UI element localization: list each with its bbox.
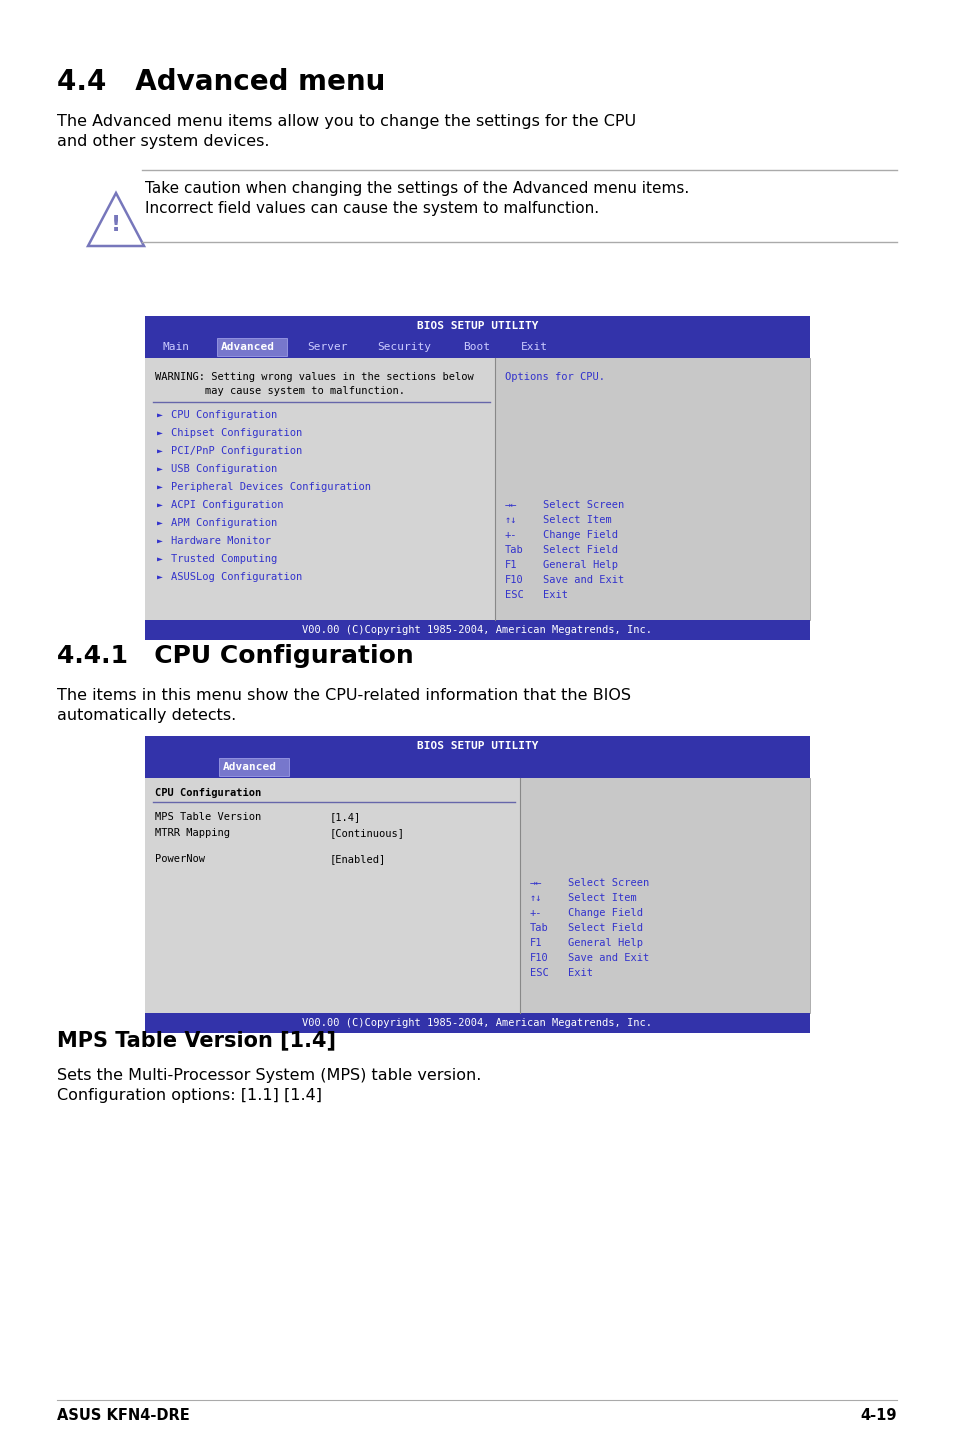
- Text: Configuration options: [1.1] [1.4]: Configuration options: [1.1] [1.4]: [57, 1089, 322, 1103]
- Text: Exit: Exit: [520, 342, 547, 352]
- Bar: [145, 358, 809, 620]
- Text: ↑↓: ↑↓: [504, 515, 517, 525]
- Text: [Enabled]: [Enabled]: [330, 854, 386, 864]
- Text: Chipset Configuration: Chipset Configuration: [171, 429, 302, 439]
- Text: ESC: ESC: [504, 590, 523, 600]
- Bar: [145, 316, 809, 336]
- Text: →←: →←: [530, 879, 542, 889]
- Text: Select Item: Select Item: [542, 515, 611, 525]
- Text: General Help: General Help: [542, 559, 618, 569]
- Text: 4.4   Advanced menu: 4.4 Advanced menu: [57, 68, 385, 96]
- Text: Select Field: Select Field: [542, 545, 618, 555]
- Text: Options for CPU.: Options for CPU.: [504, 372, 604, 383]
- Bar: [145, 778, 519, 1012]
- Text: PowerNow: PowerNow: [154, 854, 205, 864]
- Text: Boot: Boot: [462, 342, 490, 352]
- Text: Sets the Multi-Processor System (MPS) table version.: Sets the Multi-Processor System (MPS) ta…: [57, 1068, 481, 1083]
- Text: ►: ►: [157, 482, 163, 492]
- Text: ►: ►: [157, 572, 163, 582]
- Text: ►: ►: [157, 554, 163, 564]
- Text: WARNING: Setting wrong values in the sections below: WARNING: Setting wrong values in the sec…: [154, 372, 474, 383]
- Text: ACPI Configuration: ACPI Configuration: [171, 500, 283, 510]
- Bar: [145, 336, 809, 358]
- Bar: [145, 1012, 809, 1032]
- Text: !: !: [111, 216, 121, 236]
- Bar: [145, 620, 809, 640]
- Bar: [519, 778, 809, 1012]
- Text: CPU Configuration: CPU Configuration: [171, 410, 277, 420]
- Bar: [216, 338, 287, 357]
- Text: Select Screen: Select Screen: [567, 879, 649, 889]
- Text: Select Item: Select Item: [567, 893, 636, 903]
- Text: Exit: Exit: [542, 590, 567, 600]
- Text: Change Field: Change Field: [567, 907, 642, 917]
- Text: F10: F10: [530, 953, 548, 963]
- Text: General Help: General Help: [567, 938, 642, 948]
- Text: F1: F1: [504, 559, 517, 569]
- Text: Advanced: Advanced: [221, 342, 274, 352]
- Text: ►: ►: [157, 500, 163, 510]
- Text: Select Field: Select Field: [567, 923, 642, 933]
- Text: Server: Server: [307, 342, 347, 352]
- Text: +-: +-: [504, 531, 517, 541]
- Text: Take caution when changing the settings of the Advanced menu items.
Incorrect fi: Take caution when changing the settings …: [145, 181, 688, 216]
- Text: 4.4.1   CPU Configuration: 4.4.1 CPU Configuration: [57, 644, 414, 669]
- Text: Hardware Monitor: Hardware Monitor: [171, 536, 271, 546]
- Bar: [495, 358, 809, 620]
- Bar: [219, 758, 289, 777]
- Text: ASUS KFN4-DRE: ASUS KFN4-DRE: [57, 1408, 190, 1424]
- Text: V00.00 (C)Copyright 1985-2004, American Megatrends, Inc.: V00.00 (C)Copyright 1985-2004, American …: [302, 1018, 652, 1028]
- Text: F10: F10: [504, 575, 523, 585]
- Text: may cause system to malfunction.: may cause system to malfunction.: [154, 385, 405, 395]
- Text: Save and Exit: Save and Exit: [567, 953, 649, 963]
- Text: MPS Table Version: MPS Table Version: [154, 812, 261, 823]
- Text: APM Configuration: APM Configuration: [171, 518, 277, 528]
- Text: Select Screen: Select Screen: [542, 500, 623, 510]
- Text: ESC: ESC: [530, 968, 548, 978]
- Bar: [145, 358, 495, 620]
- Text: Trusted Computing: Trusted Computing: [171, 554, 277, 564]
- Text: Main: Main: [163, 342, 190, 352]
- Text: Tab: Tab: [530, 923, 548, 933]
- Text: Exit: Exit: [567, 968, 593, 978]
- Text: Tab: Tab: [504, 545, 523, 555]
- Bar: [145, 756, 809, 778]
- Text: MPS Table Version [1.4]: MPS Table Version [1.4]: [57, 1030, 335, 1050]
- Text: Save and Exit: Save and Exit: [542, 575, 623, 585]
- Bar: [145, 736, 809, 756]
- Text: [Continuous]: [Continuous]: [330, 828, 405, 838]
- Text: BIOS SETUP UTILITY: BIOS SETUP UTILITY: [416, 741, 537, 751]
- Text: ►: ►: [157, 410, 163, 420]
- Text: USB Configuration: USB Configuration: [171, 464, 277, 475]
- Text: Advanced: Advanced: [223, 762, 276, 772]
- Text: MTRR Mapping: MTRR Mapping: [154, 828, 230, 838]
- Text: ↑↓: ↑↓: [530, 893, 542, 903]
- Text: ►: ►: [157, 536, 163, 546]
- Text: ►: ►: [157, 446, 163, 456]
- Text: ►: ►: [157, 464, 163, 475]
- Text: The Advanced menu items allow you to change the settings for the CPU
and other s: The Advanced menu items allow you to cha…: [57, 114, 636, 148]
- Text: ASUSLog Configuration: ASUSLog Configuration: [171, 572, 302, 582]
- Text: V00.00 (C)Copyright 1985-2004, American Megatrends, Inc.: V00.00 (C)Copyright 1985-2004, American …: [302, 626, 652, 636]
- Text: Security: Security: [376, 342, 431, 352]
- Text: CPU Configuration: CPU Configuration: [154, 788, 261, 798]
- Text: 4-19: 4-19: [860, 1408, 896, 1424]
- Text: Peripheral Devices Configuration: Peripheral Devices Configuration: [171, 482, 371, 492]
- Text: PCI/PnP Configuration: PCI/PnP Configuration: [171, 446, 302, 456]
- Text: →←: →←: [504, 500, 517, 510]
- Text: ►: ►: [157, 429, 163, 439]
- Text: +-: +-: [530, 907, 542, 917]
- Bar: [145, 778, 809, 1012]
- Text: ►: ►: [157, 518, 163, 528]
- Text: F1: F1: [530, 938, 542, 948]
- Text: Change Field: Change Field: [542, 531, 618, 541]
- Text: The items in this menu show the CPU-related information that the BIOS
automatica: The items in this menu show the CPU-rela…: [57, 687, 630, 723]
- Text: BIOS SETUP UTILITY: BIOS SETUP UTILITY: [416, 321, 537, 331]
- Text: [1.4]: [1.4]: [330, 812, 361, 823]
